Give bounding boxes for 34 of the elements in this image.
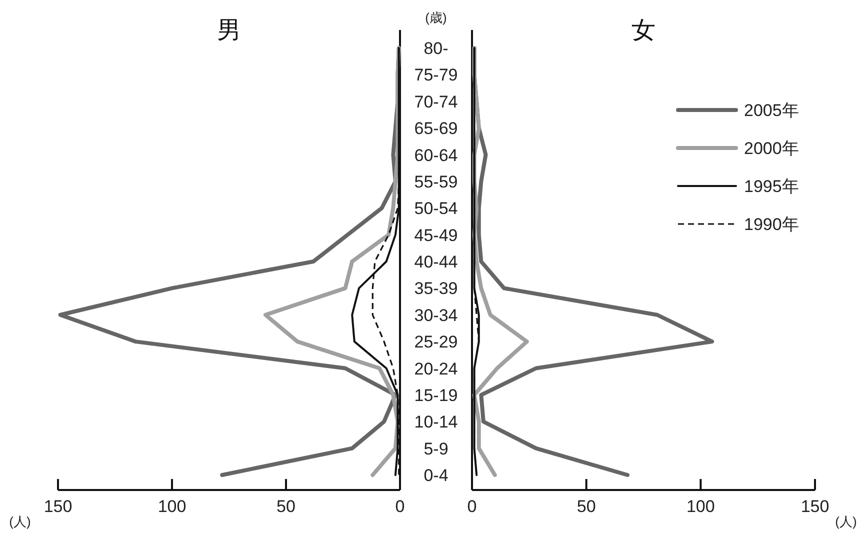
legend-label: 1990年: [744, 215, 799, 234]
y-tick-label: 45-49: [414, 226, 458, 245]
y-tick-label: 40-44: [414, 252, 458, 272]
y-tick-label: 25-29: [414, 332, 458, 352]
x-tick-label: 100: [686, 497, 715, 516]
y-tick-label: 35-39: [414, 279, 458, 298]
x-tick-label: 0: [467, 497, 477, 516]
x-tick-label: 0: [395, 497, 405, 516]
y-tick-label: 0-4: [424, 466, 448, 485]
y-axis-title: (歳): [425, 10, 447, 25]
x-tick-label: 100: [158, 497, 186, 516]
y-tick-label: 80-: [424, 39, 448, 58]
x-axis-title: (人): [835, 514, 857, 529]
x-tick-label: 50: [276, 497, 296, 516]
x-tick-label: 150: [44, 497, 72, 516]
y-tick-label: 5-9: [424, 439, 448, 458]
y-tick-label: 60-64: [414, 146, 458, 165]
y-tick-label: 75-79: [414, 66, 458, 85]
legend-label: 2005年: [744, 101, 799, 120]
x-tick-label: 150: [800, 497, 830, 516]
chart-title: 男: [217, 17, 241, 44]
legend-label: 2000年: [744, 139, 799, 158]
y-tick-label: 20-24: [414, 359, 458, 378]
legend-label: 1995年: [744, 177, 799, 196]
y-tick-label: 50-54: [414, 199, 458, 218]
x-axis-title: (人): [9, 514, 31, 529]
y-tick-label: 15-19: [414, 386, 458, 405]
chart-title: 女: [632, 17, 656, 44]
y-tick-label: 30-34: [414, 306, 458, 325]
x-tick-label: 50: [576, 497, 596, 516]
y-tick-label: 70-74: [414, 92, 458, 112]
y-tick-label: 55-59: [414, 172, 458, 192]
y-tick-label: 10-14: [414, 412, 458, 432]
y-tick-label: 65-69: [414, 119, 458, 138]
